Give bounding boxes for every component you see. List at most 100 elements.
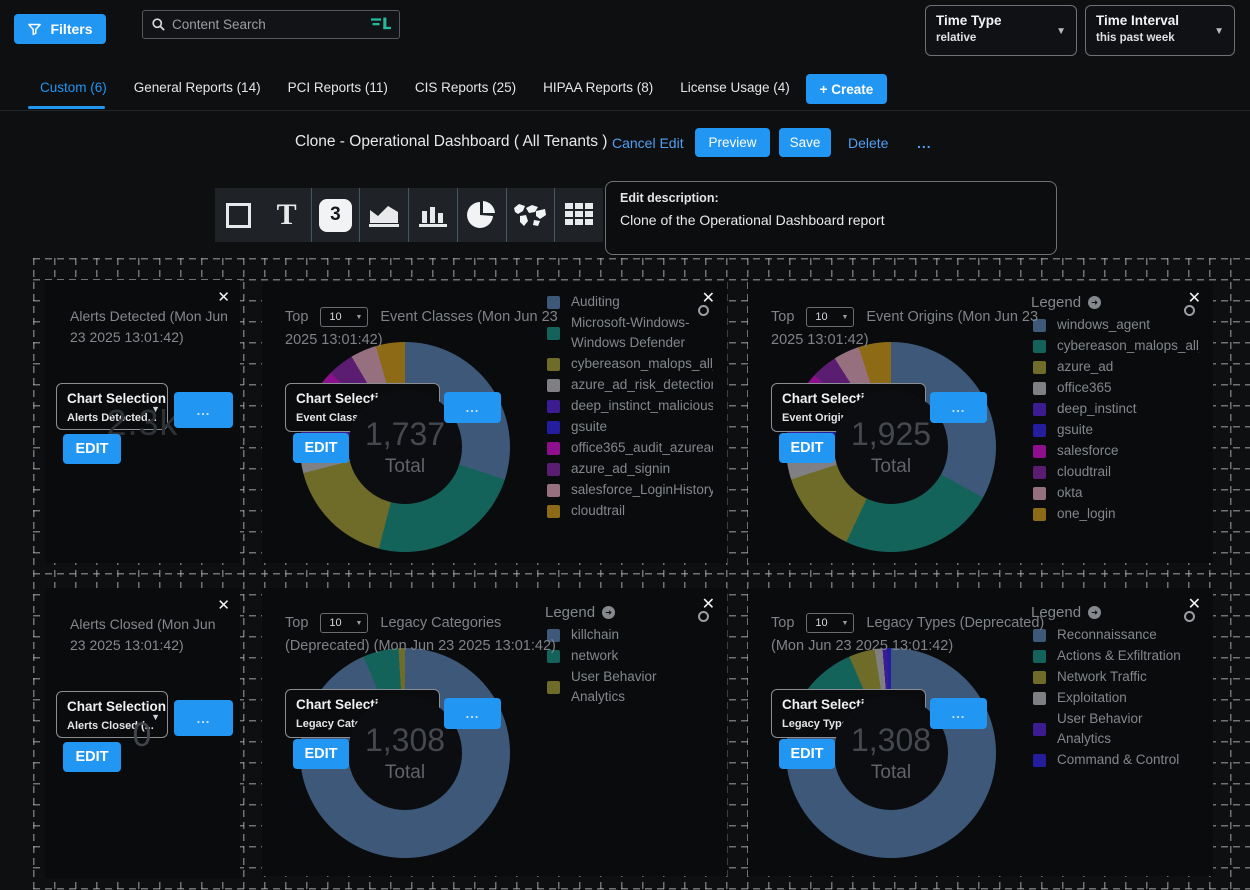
- legend-toggle-icon[interactable]: [1184, 305, 1195, 316]
- title-more-link[interactable]: ...: [917, 135, 932, 151]
- close-icon[interactable]: ✕: [217, 288, 230, 306]
- panel-legacy-types[interactable]: ✕ Top10▼Legacy Types (Deprecated) (Mon J…: [748, 588, 1213, 876]
- create-button[interactable]: + Create: [806, 74, 887, 104]
- top-label: Top: [771, 309, 794, 325]
- legend-swatch: [547, 379, 560, 392]
- legend-item[interactable]: gsuite: [543, 417, 723, 437]
- time-interval-select[interactable]: Time Interval this past week ▼: [1085, 5, 1235, 56]
- chevron-down-icon: ▼: [355, 306, 362, 329]
- number-widget-button[interactable]: 3: [311, 188, 360, 242]
- bar-chart-widget-button[interactable]: [408, 188, 457, 242]
- top-count-select[interactable]: 10▼: [806, 307, 854, 327]
- tab-general-reports[interactable]: General Reports (14): [134, 80, 261, 95]
- donut-total-label: Total: [385, 762, 425, 784]
- panel-more-button[interactable]: ...: [930, 698, 987, 729]
- legend-swatch: [1033, 445, 1046, 458]
- panel-event-origins[interactable]: ✕ Top10▼Event Origins (Mon Jun 23 2025 1…: [748, 282, 1213, 563]
- legend-label: Auditing: [571, 292, 620, 312]
- top-count-select[interactable]: 10▼: [320, 613, 368, 633]
- legend-link-icon[interactable]: ➜: [1088, 296, 1101, 309]
- panel-alerts-closed[interactable]: ✕ Alerts Closed (Mon Jun 23 2025 13:01:4…: [45, 588, 240, 878]
- legend-item[interactable]: cloudtrail: [543, 501, 723, 521]
- search-input[interactable]: [172, 17, 365, 32]
- legend-toggle-icon[interactable]: [1184, 611, 1195, 622]
- legend-item[interactable]: azure_ad_signin: [543, 459, 723, 479]
- top-count-select[interactable]: 10▼: [320, 307, 368, 327]
- pie-chart-widget-button[interactable]: [457, 188, 506, 242]
- legend-item[interactable]: User Behavior Analytics: [543, 667, 723, 707]
- legend-item[interactable]: one_login: [1029, 504, 1209, 524]
- legend-toggle-icon[interactable]: [698, 305, 709, 316]
- legend-item[interactable]: gsuite: [1029, 420, 1209, 440]
- top-count-select[interactable]: 10▼: [806, 613, 854, 633]
- legend-item[interactable]: cybereason_malops_all_: [543, 354, 723, 374]
- panel-more-button[interactable]: ...: [444, 392, 501, 423]
- panel-alerts-detected[interactable]: ✕ Alerts Detected (Mon Jun 23 2025 13:01…: [45, 280, 240, 563]
- area-chart-widget-button[interactable]: [359, 188, 408, 242]
- legend-item[interactable]: azure_ad_risk_detection: [543, 375, 723, 395]
- panel-edit-button[interactable]: EDIT: [779, 433, 835, 463]
- legend-item[interactable]: Network Traffic: [1029, 667, 1209, 687]
- text-widget-button[interactable]: T: [263, 188, 311, 242]
- legend-item[interactable]: salesforce: [1029, 441, 1209, 461]
- top-count-value: 10: [329, 612, 341, 635]
- tab-cis-reports[interactable]: CIS Reports (25): [415, 80, 516, 95]
- time-interval-label: Time Interval: [1096, 13, 1224, 28]
- delete-link[interactable]: Delete: [848, 135, 888, 151]
- preview-button[interactable]: Preview: [695, 128, 770, 157]
- legend-item[interactable]: deep_instinct_malicious: [543, 396, 723, 416]
- legend-item[interactable]: office365_audit_azuread: [543, 438, 723, 458]
- content-search-box[interactable]: [142, 10, 400, 39]
- map-widget-button[interactable]: [506, 188, 555, 242]
- edit-description-box[interactable]: Edit description: Clone of the Operation…: [605, 181, 1057, 255]
- top-label: Top: [771, 615, 794, 631]
- search-icon: [151, 17, 166, 32]
- legend-item[interactable]: User Behavior Analytics: [1029, 709, 1209, 749]
- legend-item[interactable]: cloudtrail: [1029, 462, 1209, 482]
- legend-item[interactable]: azure_ad: [1029, 357, 1209, 377]
- save-button[interactable]: Save: [779, 128, 831, 157]
- panel-edit-button[interactable]: EDIT: [63, 434, 121, 464]
- panel-edit-button[interactable]: EDIT: [293, 739, 349, 769]
- legend-label: cybereason_malops_all_: [1057, 336, 1199, 356]
- legend-link-icon[interactable]: ➜: [1088, 606, 1101, 619]
- legend-swatch: [1033, 424, 1046, 437]
- panel-edit-button[interactable]: EDIT: [779, 739, 835, 769]
- legend-label: deep_instinct_malicious: [571, 396, 713, 416]
- legend-label: salesforce: [1057, 441, 1119, 461]
- panel-legacy-categories[interactable]: ✕ Top10▼Legacy Categories (Deprecated) (…: [262, 588, 727, 876]
- panel-more-button[interactable]: ...: [174, 392, 233, 428]
- legend-item[interactable]: office365: [1029, 378, 1209, 398]
- text-icon: T: [277, 200, 297, 230]
- tab-custom[interactable]: Custom (6): [40, 80, 107, 95]
- table-widget-button[interactable]: [554, 188, 603, 242]
- legend-link-icon[interactable]: ➜: [602, 606, 615, 619]
- container-widget-button[interactable]: [215, 188, 263, 242]
- panel-edit-button[interactable]: EDIT: [63, 742, 121, 772]
- close-icon[interactable]: ✕: [217, 596, 230, 614]
- tab-license-usage[interactable]: License Usage (4): [680, 80, 790, 95]
- tabs-divider: [0, 110, 1250, 111]
- filters-button[interactable]: Filters: [14, 14, 106, 44]
- time-type-select[interactable]: Time Type relative ▼: [925, 5, 1077, 56]
- panel-more-button[interactable]: ...: [930, 392, 987, 423]
- content-filter-logo-icon: [371, 17, 391, 32]
- tab-hipaa-reports[interactable]: HIPAA Reports (8): [543, 80, 653, 95]
- legend-item[interactable]: deep_instinct: [1029, 399, 1209, 419]
- legend-item[interactable]: Command & Control: [1029, 750, 1209, 770]
- legend-item[interactable]: okta: [1029, 483, 1209, 503]
- panel-more-button[interactable]: ...: [174, 700, 233, 736]
- legend-label: Exploitation: [1057, 688, 1127, 708]
- legend-label: User Behavior Analytics: [1057, 709, 1199, 749]
- donut-total-label: Total: [871, 456, 911, 478]
- panel-more-button[interactable]: ...: [444, 698, 501, 729]
- tab-pci-reports[interactable]: PCI Reports (11): [288, 80, 388, 95]
- cancel-edit-link[interactable]: Cancel Edit: [612, 135, 684, 151]
- dashboard-title: Clone - Operational Dashboard ( All Tena…: [295, 133, 607, 151]
- legend-item[interactable]: salesforce_LoginHistory: [543, 480, 723, 500]
- panel-event-classes[interactable]: ✕ Top10▼Event Classes (Mon Jun 23 2025 1…: [262, 282, 727, 563]
- panel-edit-button[interactable]: EDIT: [293, 433, 349, 463]
- legend-item[interactable]: Exploitation: [1029, 688, 1209, 708]
- legend-label: azure_ad_risk_detection: [571, 375, 713, 395]
- legend-toggle-icon[interactable]: [698, 611, 709, 622]
